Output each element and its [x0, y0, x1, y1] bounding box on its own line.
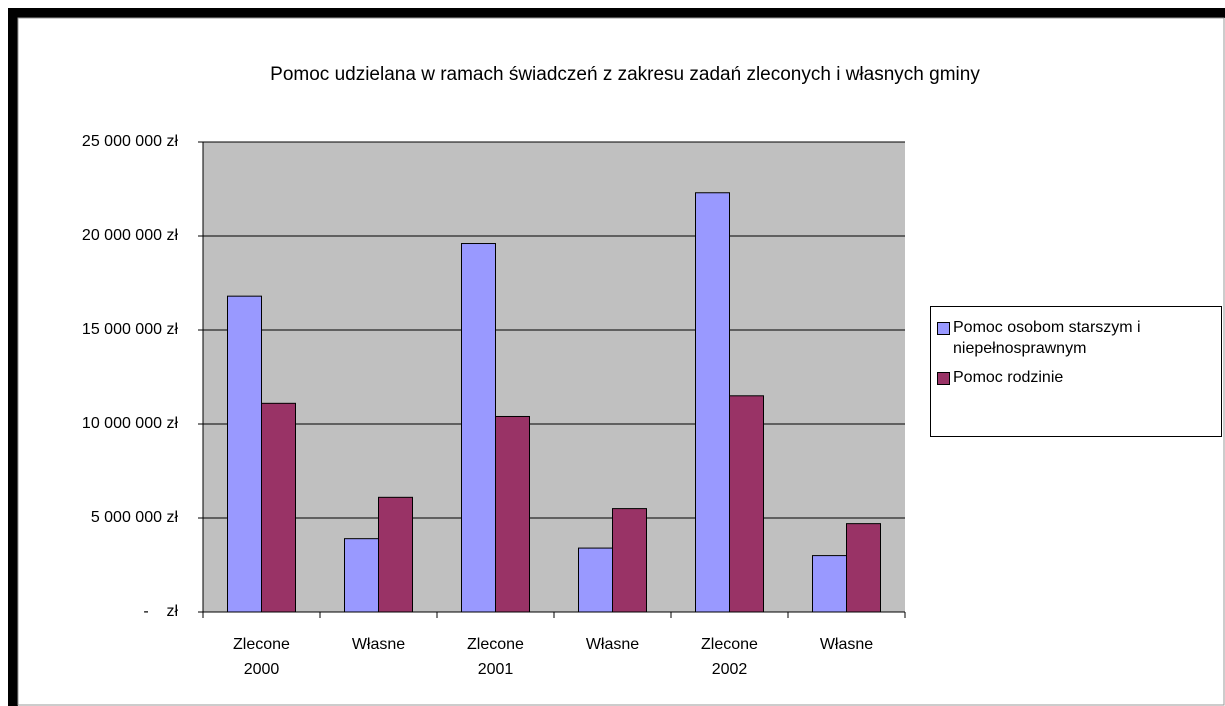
plot-area [203, 142, 905, 612]
bar [578, 547, 613, 613]
bar [846, 523, 881, 613]
chart-title: Pomoc udzielana w ramach świadczeń z zak… [270, 64, 980, 85]
y-tick-label: - zł [143, 603, 178, 620]
y-tick-label: 15 000 000 zł [82, 321, 179, 338]
legend-label: Pomoc osobom starszym i niepełnosprawnym [953, 319, 1141, 357]
legend-swatch [937, 322, 950, 335]
x-tick-label: Własne [352, 636, 405, 653]
bar [461, 243, 496, 613]
y-tick-label: 20 000 000 zł [82, 227, 179, 244]
chart-frame [8, 8, 1225, 706]
x-tick-label: Zlecone 2001 [467, 636, 524, 678]
legend-entry: Pomoc rodzinie [937, 367, 1217, 388]
bar [261, 402, 296, 613]
y-tick-label: 5 000 000 zł [91, 509, 179, 526]
bar [378, 496, 413, 613]
bar [812, 555, 847, 613]
x-tick-label: Własne [586, 636, 639, 653]
y-tick-label: 10 000 000 zł [82, 415, 179, 432]
legend-entry: Pomoc osobom starszym i niepełnosprawnym [937, 317, 1217, 359]
legend-swatch [937, 372, 950, 385]
bar [612, 508, 647, 613]
y-tick-label: 25 000 000 zł [82, 133, 179, 150]
legend: Pomoc osobom starszym i niepełnosprawnym… [930, 306, 1222, 437]
x-tick-label: Własne [820, 636, 873, 653]
bar [344, 538, 379, 613]
bar [729, 395, 764, 613]
x-tick-label: Zlecone 2000 [233, 636, 290, 678]
bar [227, 295, 262, 613]
x-tick-label: Zlecone 2002 [701, 636, 758, 678]
bar [495, 415, 530, 613]
bar [695, 192, 730, 613]
legend-label: Pomoc rodzinie [953, 369, 1064, 386]
